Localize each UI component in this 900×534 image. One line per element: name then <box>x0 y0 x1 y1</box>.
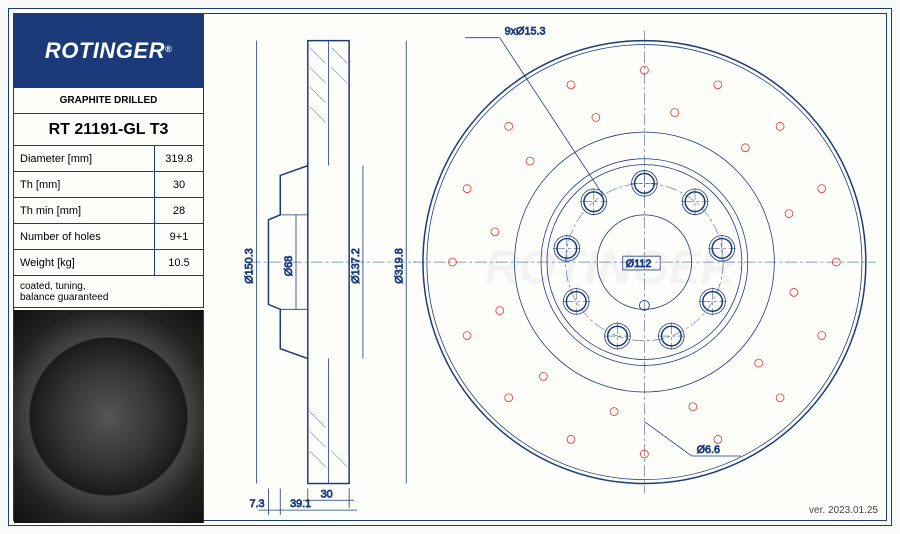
inner-frame: ROTINGER® GRAPHITE DRILLED RT 21191-GL T… <box>13 13 887 521</box>
dim-68: Ø68 <box>283 256 295 276</box>
callout-pcd: Ø112 <box>626 258 652 270</box>
watermark: ROTINGER <box>485 242 734 295</box>
spec-value: 319.8 <box>155 153 203 165</box>
spec-label: Th [mm] <box>14 172 155 197</box>
spec-value: 28 <box>155 205 203 217</box>
version-label: ver. 2023.01.25 <box>809 505 878 516</box>
dim-137p2: Ø137.2 <box>350 248 362 283</box>
product-photo <box>14 310 204 523</box>
dim-319p8: Ø319.8 <box>393 248 405 283</box>
spec-label: Weight [kg] <box>14 250 155 275</box>
dim-7p3: 7.3 <box>249 498 264 510</box>
drawing-svg: ROTINGER <box>208 18 882 516</box>
spec-value: 9+1 <box>155 231 203 243</box>
spec-row-weight: Weight [kg] 10.5 <box>14 250 203 276</box>
dim-30: 30 <box>321 488 333 500</box>
dim-150p3: Ø150.3 <box>244 248 256 283</box>
spec-row-th: Th [mm] 30 <box>14 172 203 198</box>
spec-title: GRAPHITE DRILLED <box>14 88 203 114</box>
side-view: 30 7.3 39.1 Ø150.3 Ø68 Ø137.2 Ø3 <box>244 41 416 515</box>
registered-mark: ® <box>165 44 172 54</box>
spec-table: GRAPHITE DRILLED RT 21191-GL T3 Diameter… <box>14 88 204 308</box>
spec-label: Th min [mm] <box>14 198 155 223</box>
spec-value: 30 <box>155 179 203 191</box>
spec-value: 10.5 <box>155 257 203 269</box>
spec-row-diameter: Diameter [mm] 319.8 <box>14 146 203 172</box>
callout-holes: 9xØ15.3 <box>505 26 546 38</box>
spec-notes: coated, tuning, balance guaranteed <box>14 276 203 308</box>
callout-drill: Ø6.6 <box>697 444 720 456</box>
drawing-sheet: ROTINGER® GRAPHITE DRILLED RT 21191-GL T… <box>8 8 892 526</box>
brand-logo: ROTINGER® <box>45 38 172 64</box>
dim-39p1: 39.1 <box>290 498 311 510</box>
spec-label: Number of holes <box>14 224 155 249</box>
technical-drawing: ROTINGER <box>208 18 882 516</box>
logo-text: ROTINGER <box>45 38 165 63</box>
part-number: RT 21191-GL T3 <box>14 114 203 146</box>
spec-row-holes: Number of holes 9+1 <box>14 224 203 250</box>
spec-row-thmin: Th min [mm] 28 <box>14 198 203 224</box>
spec-label: Diameter [mm] <box>14 146 155 171</box>
logo-cell: ROTINGER® <box>14 14 204 88</box>
